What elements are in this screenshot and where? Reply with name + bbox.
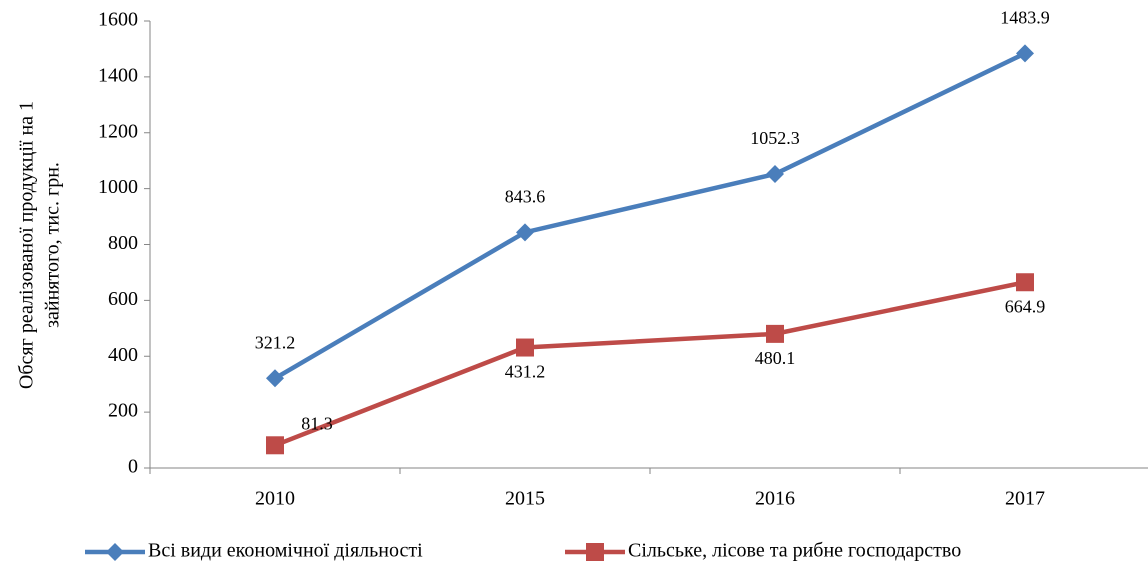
legend-label: Сільське, лісове та рибне господарство xyxy=(628,540,961,562)
y-tick-label: 0 xyxy=(128,456,138,478)
marker xyxy=(266,436,284,455)
y-tick-label: 1000 xyxy=(98,176,138,198)
data-label: 664.9 xyxy=(1005,296,1046,316)
marker xyxy=(516,223,534,242)
legend-label: Всі види економічної діяльності xyxy=(148,540,423,562)
series-line xyxy=(274,280,1026,448)
y-axis-title-line: зайнятого, тис. грн. xyxy=(42,162,64,328)
y-tick-label: 400 xyxy=(108,344,138,366)
data-label: 843.6 xyxy=(505,186,546,206)
y-axis-title-line: Обсяг реалізованої продукції на 1 xyxy=(16,101,38,389)
x-tick-label: 2017 xyxy=(1005,488,1045,510)
marker xyxy=(1016,44,1034,63)
series-line xyxy=(273,51,1026,381)
data-label: 1052.3 xyxy=(750,128,800,148)
y-tick-label: 1200 xyxy=(98,120,138,142)
data-label: 321.2 xyxy=(255,332,296,352)
y-tick-label: 1400 xyxy=(98,64,138,86)
y-tick-label: 200 xyxy=(108,400,138,422)
data-label: 480.1 xyxy=(755,348,796,368)
y-axis-title: Обсяг реалізованої продукції на 1 зайнят… xyxy=(16,101,64,389)
y-tick-label: 1600 xyxy=(98,9,138,31)
x-tick-label: 2015 xyxy=(505,488,545,510)
x-tick-label: 2016 xyxy=(755,488,795,510)
x-tick-label: 2010 xyxy=(255,488,295,510)
data-label: 81.3 xyxy=(301,413,333,433)
marker xyxy=(1016,273,1034,292)
data-label: 1483.9 xyxy=(1000,8,1050,28)
marker xyxy=(106,543,124,561)
y-tick-label: 600 xyxy=(108,288,138,310)
y-tick-label: 800 xyxy=(108,232,138,254)
marker xyxy=(516,338,534,357)
marker xyxy=(766,165,784,184)
marker xyxy=(266,369,284,388)
marker xyxy=(586,543,604,561)
marker xyxy=(766,324,784,343)
data-label: 431.2 xyxy=(505,362,546,382)
